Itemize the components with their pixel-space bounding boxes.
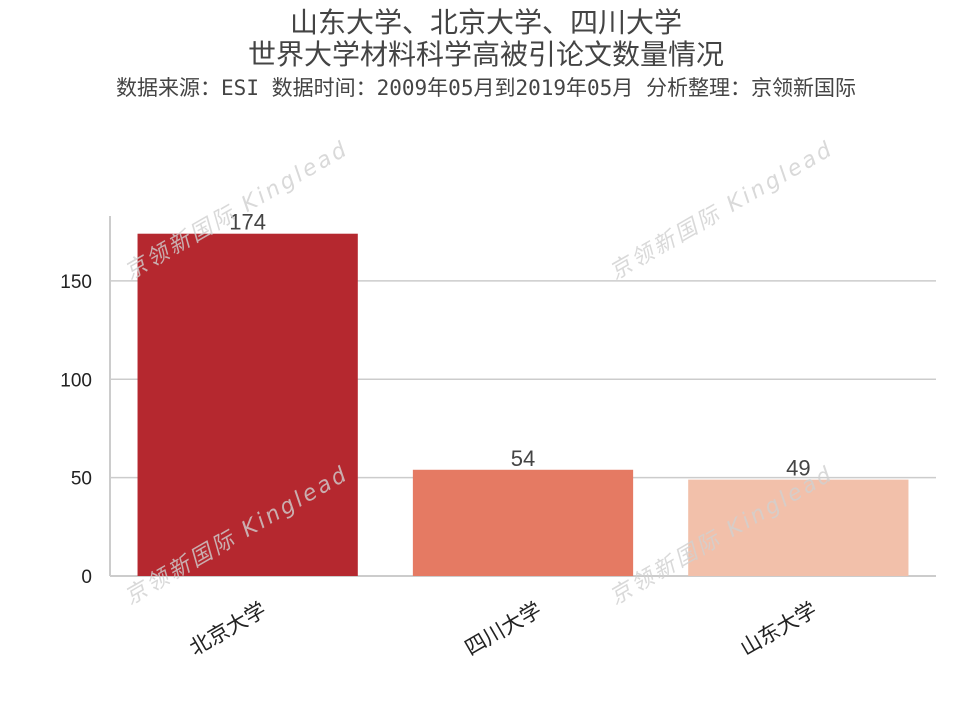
- bar: [137, 233, 358, 576]
- y-tick-label: 50: [71, 469, 92, 490]
- chart-title-line2: 世界大学材料科学高被引论文数量情况: [247, 38, 724, 71]
- data-label: 54: [511, 446, 535, 471]
- y-tick-labels: 0 50 100 150: [60, 272, 92, 588]
- x-tick-labels: 北京大学 四川大学 山东大学: [185, 598, 820, 661]
- x-tick-label: 山东大学: [736, 598, 821, 661]
- bar: [688, 479, 909, 576]
- bar: [412, 469, 634, 576]
- data-labels: 174 54 49: [229, 210, 810, 481]
- y-tick-label: 100: [60, 370, 92, 391]
- watermark-text: 京领新国际 Kinglead: [606, 136, 839, 285]
- x-tick-label: 四川大学: [461, 598, 546, 661]
- x-tick-label: 北京大学: [185, 598, 270, 661]
- data-label: 174: [229, 210, 266, 235]
- y-tick-label: 0: [81, 567, 92, 588]
- bars: [137, 233, 909, 576]
- y-tick-label: 150: [60, 272, 92, 293]
- chart-title-line1: 山东大学、北京大学、四川大学: [289, 6, 682, 39]
- chart-subtitle: 数据来源：ESI 数据时间：2009年05月到2019年05月 分析整理：京领新…: [116, 76, 856, 100]
- data-label: 49: [786, 456, 810, 481]
